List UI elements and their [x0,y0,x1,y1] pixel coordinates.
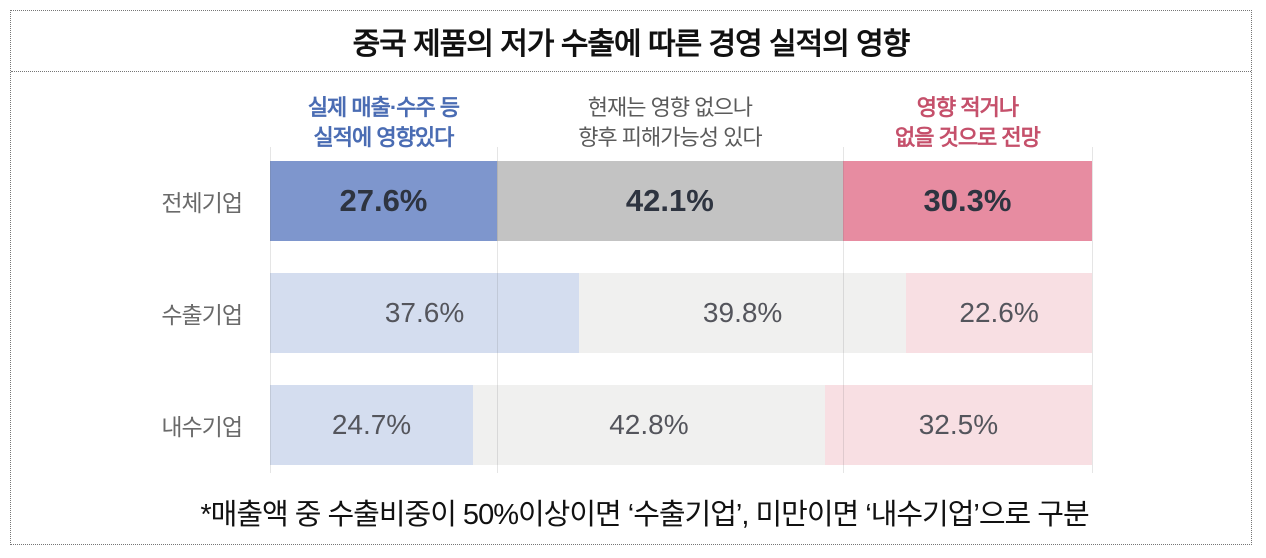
column-header-text: 실적에 영향있다 [313,124,455,150]
bar-segment: 24.7% [270,385,474,465]
column-headers: 실제 매출·수주 등 실적에 영향있다 현재는 영향 없으나 향후 피해가능성 있다 영… [270,72,1092,161]
gridline [1092,147,1093,473]
chart-row: 전체기업 27.6% 42.1% 30.3% [11,161,1092,241]
bar-segment: 37.6% [270,273,580,353]
chart-title: 중국 제품의 저가 수출에 따른 경영 실적의 영향 [11,11,1251,72]
chart-row: 내수기업 24.7% 42.8% 32.5% [11,385,1092,465]
row-label: 수출기업 [161,302,243,328]
bar-track: 24.7% 42.8% 32.5% [270,385,1092,465]
bar-segment: 42.1% [496,161,843,241]
bar-track: 27.6% 42.1% 30.3% [270,161,1092,241]
bar-value-label: 22.6% [959,297,1039,328]
column-header-text: 없을 것으로 전망 [894,124,1041,150]
chart-rows: 전체기업 27.6% 42.1% 30.3% 수출기업 37.6% 39.8% 22.6% 내수… [11,147,1093,473]
bar-value-label: 27.6% [339,183,428,218]
bar-value-label: 37.6% [384,297,465,328]
column-header-text: 현재는 영향 없으나 [587,94,753,120]
bar-value-label: 32.5% [918,409,999,440]
bar-value-label: 24.7% [331,409,412,440]
bar-value-label: 42.1% [625,183,714,218]
bar-value-label: 30.3% [923,183,1012,218]
column-header-text: 향후 피해가능성 있다 [578,124,762,150]
bar-value-label: 42.8% [609,409,689,440]
bar-segment: 32.5% [824,385,1092,465]
chart-area: 실제 매출·수주 등 실적에 영향있다 현재는 영향 없으나 향후 피해가능성 있다 영… [11,72,1251,533]
bar-segment: 27.6% [270,161,497,241]
footnote: *매출액 중 수출비중이 50%이상이면 ‘수출기업’, 미만이면 ‘내수기업’… [200,499,1089,531]
chart-row: 수출기업 37.6% 39.8% 22.6% [11,273,1092,353]
bar-segment: 42.8% [473,385,825,465]
bar-track: 37.6% 39.8% 22.6% [270,273,1092,353]
bar-segment: 22.6% [906,273,1092,353]
column-header-text: 실제 매출·수주 등 [307,94,460,120]
column-header-text: 영향 적거나 [916,94,1019,120]
row-label: 전체기업 [161,190,243,216]
row-label: 내수기업 [161,414,243,440]
bar-value-label: 39.8% [702,297,783,328]
bar-segment: 30.3% [842,161,1092,241]
bar-segment: 39.8% [579,273,907,353]
